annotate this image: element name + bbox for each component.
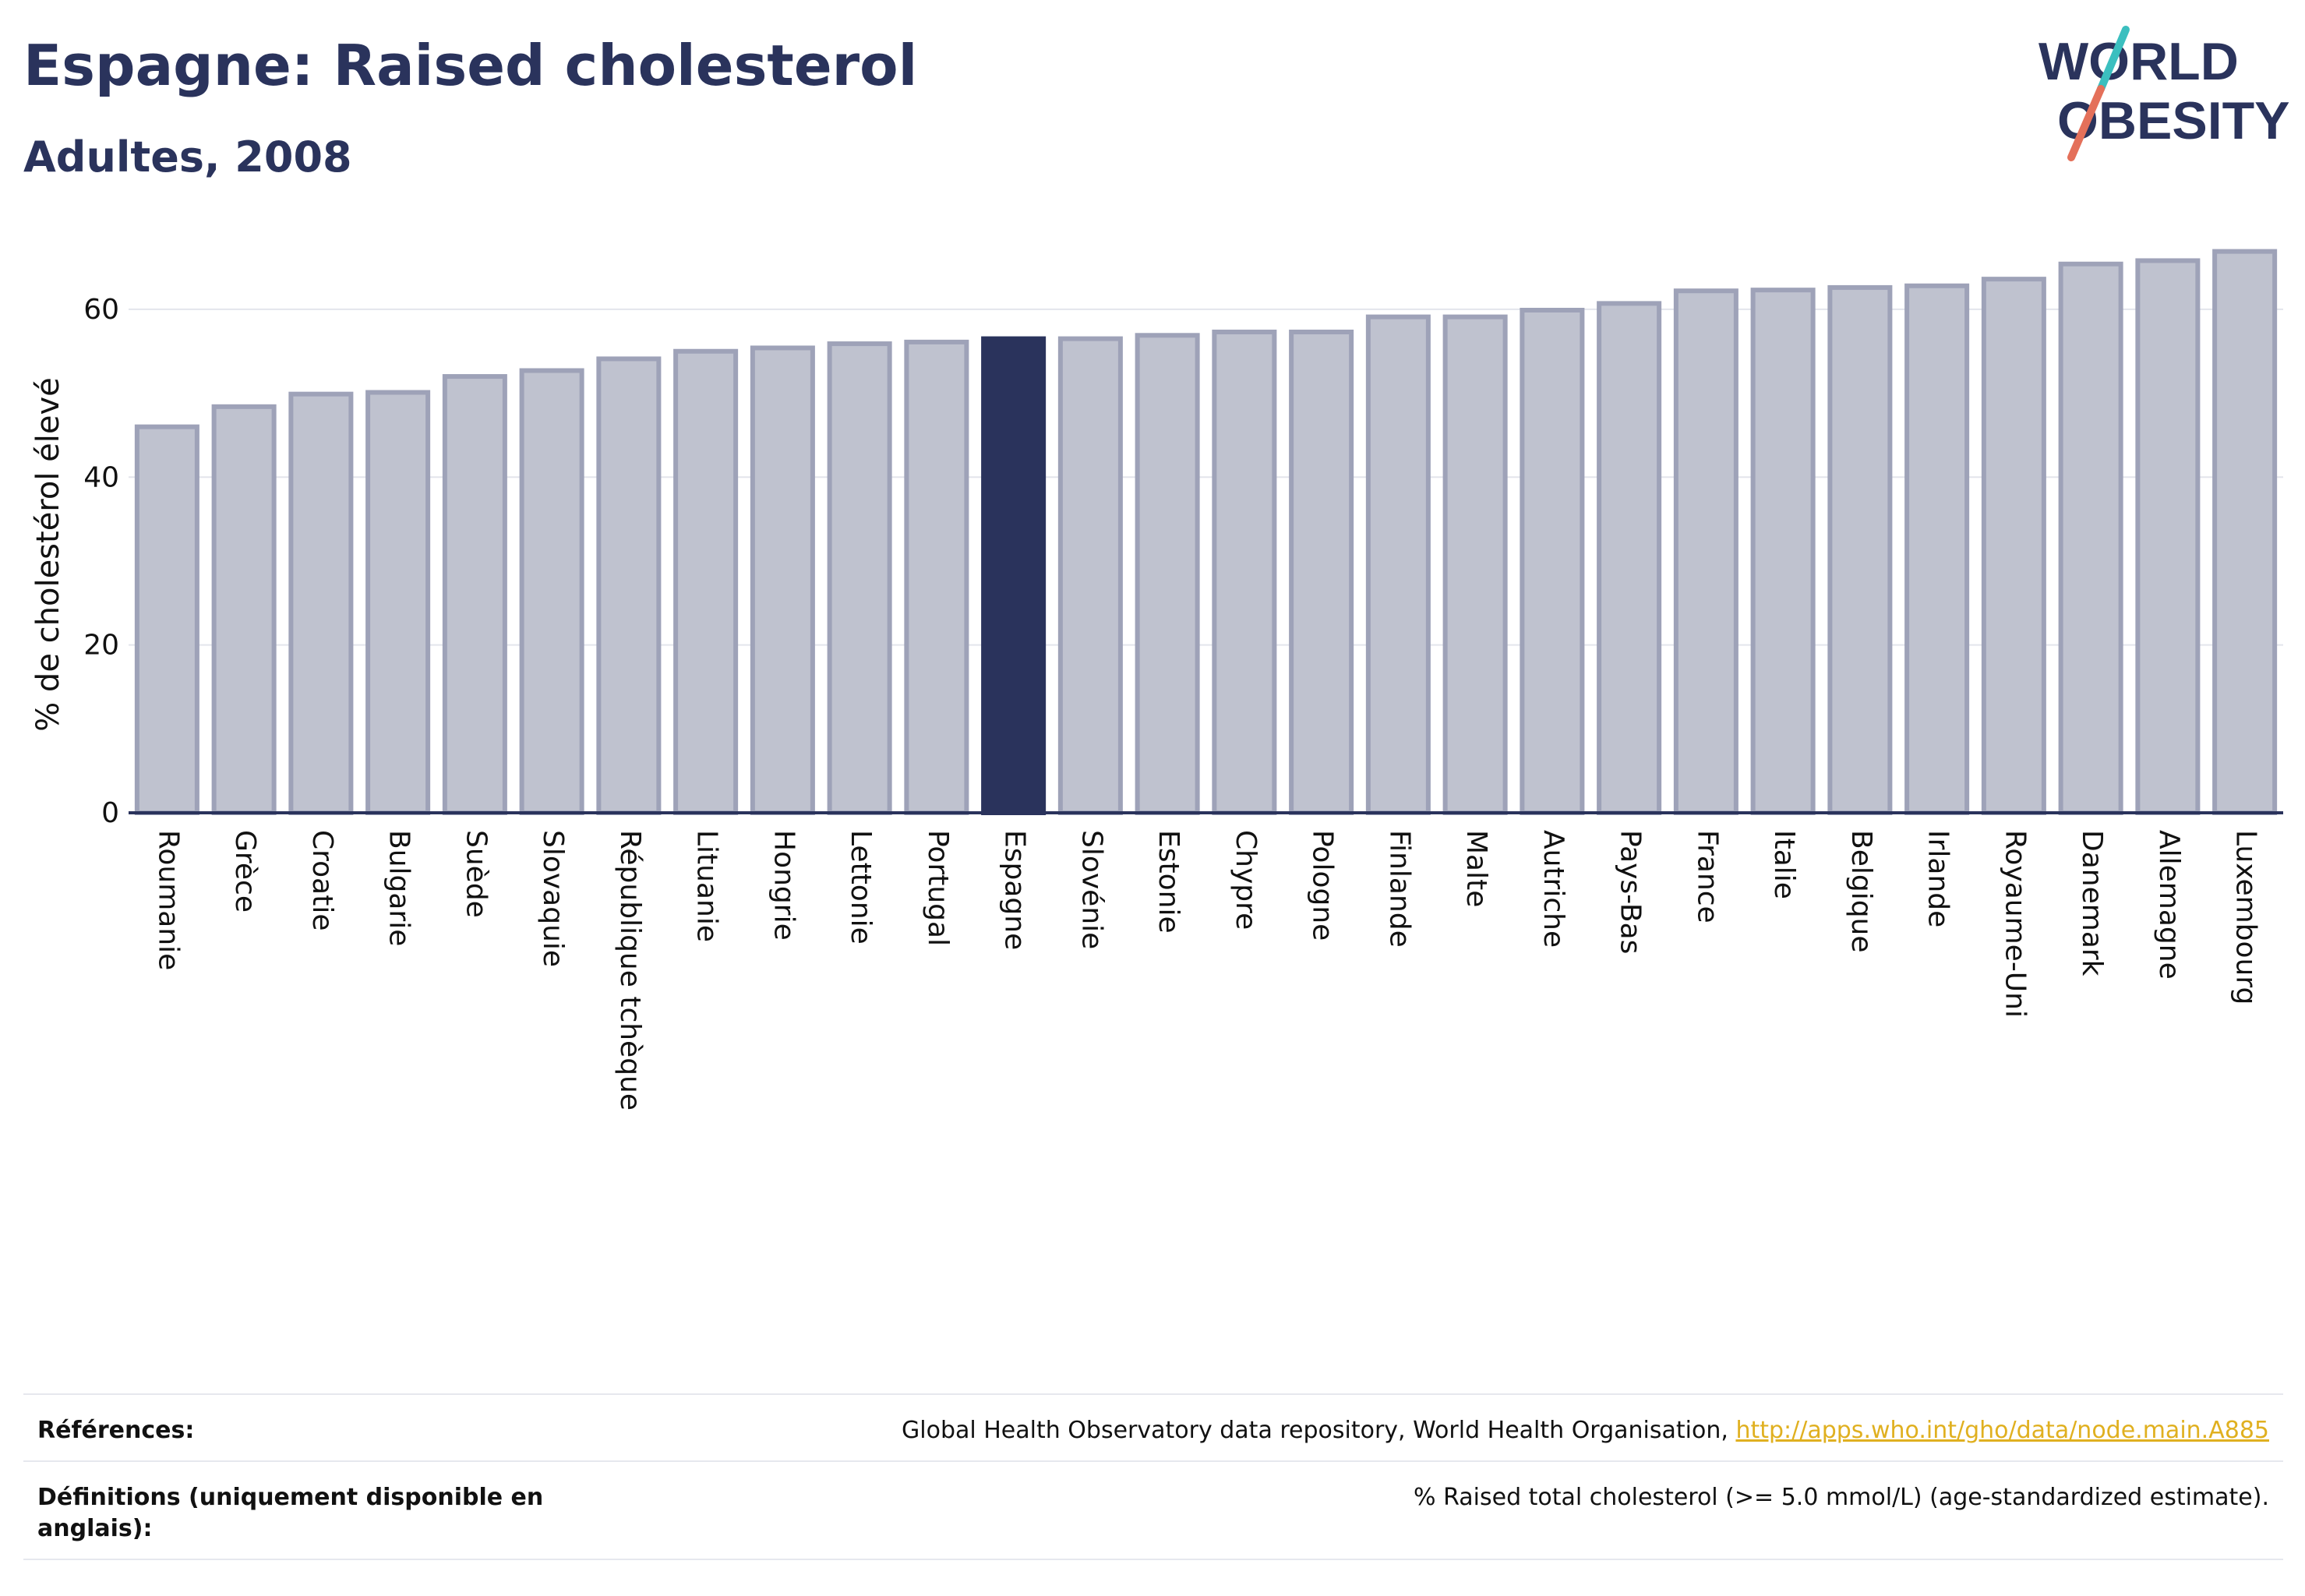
x-tick-label: Lettonie <box>845 830 877 945</box>
bar <box>2058 261 2123 816</box>
x-tick-label: Grèce <box>229 830 261 913</box>
x-tick-label: Belgique <box>1845 830 1877 953</box>
x-tick-label: Royaume-Uni <box>1999 830 2031 1018</box>
x-tick-label: Slovaquie <box>537 830 569 967</box>
bar <box>519 368 584 816</box>
x-tick-label: France <box>1691 830 1723 923</box>
x-tick-label: Italie <box>1768 830 1800 899</box>
definitions-label: Définitions (uniquement disponible en an… <box>37 1484 544 1542</box>
definitions-row: Définitions (uniquement disponible en an… <box>23 1460 2283 1560</box>
x-tick-label: Hongrie <box>768 830 800 941</box>
x-tick-label: Suède <box>460 830 492 918</box>
y-tick-label: 60 <box>83 294 119 326</box>
world-obesity-logo: WORLD OBESITY <box>2038 26 2290 161</box>
bar <box>1442 314 1508 815</box>
x-tick-label: Danemark <box>2076 830 2108 976</box>
bar <box>442 374 507 815</box>
bar <box>827 341 892 815</box>
bar <box>365 390 431 815</box>
bar <box>2135 258 2201 816</box>
bar <box>1520 307 1585 815</box>
bar <box>1289 329 1354 816</box>
y-tick-labels: 0 20 40 60 <box>83 294 119 829</box>
y-axis-label: % de cholestérol élevé <box>30 377 66 732</box>
bar <box>1750 288 1816 815</box>
x-tick-label: Malte <box>1460 830 1492 907</box>
bar <box>134 424 199 816</box>
bar <box>1212 329 1277 816</box>
x-tick-label: Pays-Bas <box>1615 830 1647 954</box>
x-tick-label: Autriche <box>1537 830 1569 948</box>
bar <box>1135 333 1200 815</box>
x-tick-label: Estonie <box>1152 830 1184 934</box>
x-tick-label: Slovénie <box>1075 830 1107 949</box>
x-tick-label: République tchèque <box>614 830 646 1110</box>
bar <box>1365 314 1431 815</box>
bar <box>2212 249 2278 815</box>
bar-highlight <box>981 336 1047 815</box>
bars <box>134 249 2278 816</box>
references-value: Global Health Observatory data repositor… <box>902 1415 2269 1446</box>
bar <box>211 404 277 815</box>
x-tick-label: Luxembourg <box>2230 830 2262 1005</box>
x-tick-label: Lituanie <box>691 830 723 942</box>
x-tick-labels: Roumanie Grèce Croatie Bulgarie Suède Slovaqu… <box>152 830 2261 1110</box>
bar <box>288 391 354 815</box>
bar <box>1827 284 1893 815</box>
chart-subtitle: Adultes, 2008 <box>23 132 352 182</box>
references-row: Références: Global Health Observatory da… <box>23 1393 2283 1460</box>
references-label: Références: <box>37 1417 195 1444</box>
references-text: Global Health Observatory data repositor… <box>902 1417 1736 1444</box>
bar <box>1673 288 1738 815</box>
x-tick-label: Irlande <box>1922 830 1954 927</box>
y-tick-label: 40 <box>83 461 119 493</box>
logo-slash-red <box>2067 85 2105 161</box>
bar <box>904 339 969 815</box>
bar <box>1981 277 2046 815</box>
chart-title: Espagne: Raised cholesterol <box>23 33 918 98</box>
references-link[interactable]: http://apps.who.int/gho/data/node.main.A… <box>1735 1417 2269 1444</box>
x-tick-label: Croatie <box>306 830 338 931</box>
definitions-value: % Raised total cholesterol (>= 5.0 mmol/… <box>1414 1484 2269 1511</box>
references-table: Références: Global Health Observatory da… <box>23 1393 2283 1560</box>
logo-line1: WORLD <box>2038 32 2239 91</box>
bar-chart: 0 20 40 60 Roumanie Grèce Croatie Bulgarie Suèd… <box>30 249 2283 1110</box>
bar <box>1057 336 1123 815</box>
y-tick-label: 20 <box>83 630 119 662</box>
x-tick-label: Allemagne <box>2153 830 2185 980</box>
bar <box>1904 283 1970 815</box>
logo-slash-teal <box>2097 26 2130 93</box>
y-tick-label: 0 <box>101 797 119 829</box>
x-tick-label: Roumanie <box>152 830 184 970</box>
bar <box>1597 301 1662 815</box>
bar <box>596 356 662 815</box>
bar <box>673 348 739 816</box>
x-tick-label: Finlande <box>1383 830 1415 948</box>
x-tick-label: Chypre <box>1230 830 1262 930</box>
x-tick-label: Bulgarie <box>383 830 415 946</box>
x-tick-label: Portugal <box>922 830 954 946</box>
bar <box>750 345 815 816</box>
x-tick-label: Espagne <box>999 830 1031 950</box>
x-tick-label: Pologne <box>1307 830 1339 941</box>
